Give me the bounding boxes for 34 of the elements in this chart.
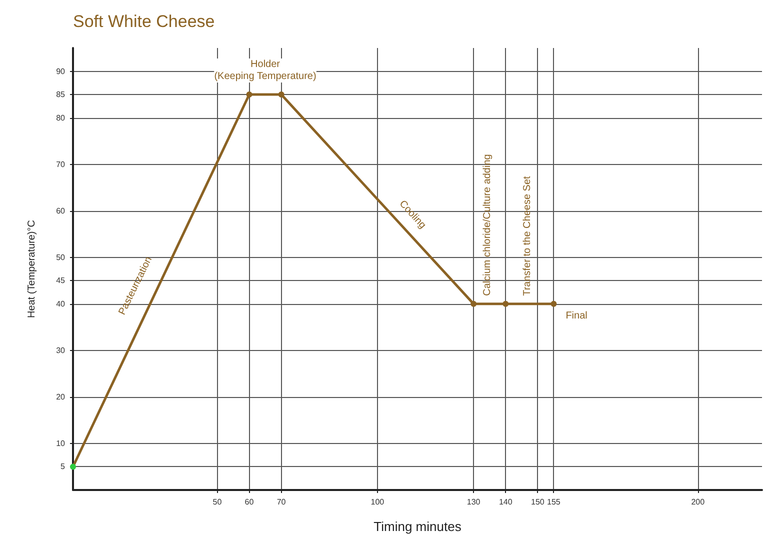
annotation: Final: [566, 310, 588, 322]
y-tick-label: 10: [56, 438, 66, 448]
x-tick-label: 50: [212, 498, 222, 506]
y-tick-label: 40: [56, 299, 66, 308]
y-axis-title: Heat (Temperature)°C: [26, 220, 38, 318]
point: [550, 300, 557, 307]
y-tick-label: 30: [56, 346, 66, 355]
x-tick-label: 70: [276, 498, 286, 506]
chart-title: Soft White Cheese: [73, 12, 215, 31]
point: [278, 92, 284, 98]
y-tick-label: 70: [56, 160, 66, 169]
x-tick-label: 150: [530, 498, 545, 506]
x-tick-label: 100: [370, 498, 385, 506]
y-tick-label: 85: [56, 90, 66, 100]
x-tick-label: 200: [691, 498, 706, 506]
x-tick-label: 155: [547, 498, 561, 506]
annotation: Transfer to the Cheese Set: [522, 176, 534, 296]
y-tick-label: 20: [56, 392, 66, 402]
y-tick-label: 50: [56, 252, 66, 262]
x-tick-label: 140: [498, 498, 513, 506]
y-tick-label: 60: [56, 206, 66, 216]
annotation: Holder (Keeping Temperature): [214, 59, 316, 82]
x-axis-title: Timing minutes: [374, 519, 462, 534]
y-tick-label: 5: [60, 462, 66, 472]
y-tick-label: 80: [56, 113, 66, 122]
point: [502, 300, 509, 307]
point: [70, 464, 76, 470]
point: [470, 300, 477, 307]
x-tick-label: 60: [244, 498, 254, 506]
y-tick-label: 90: [56, 66, 66, 76]
point: [246, 92, 252, 98]
annotation: Calcium chloride/Culture adding: [482, 154, 494, 296]
x-tick-label: 130: [466, 498, 481, 506]
y-tick-label: 45: [56, 276, 66, 286]
